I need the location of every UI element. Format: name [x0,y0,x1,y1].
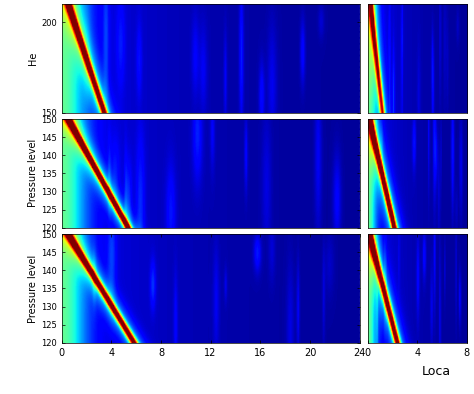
Y-axis label: Pressure level: Pressure level [28,255,38,323]
Y-axis label: Pressure level: Pressure level [28,139,38,208]
Text: Loca: Loca [421,365,451,378]
Y-axis label: He: He [28,52,38,65]
